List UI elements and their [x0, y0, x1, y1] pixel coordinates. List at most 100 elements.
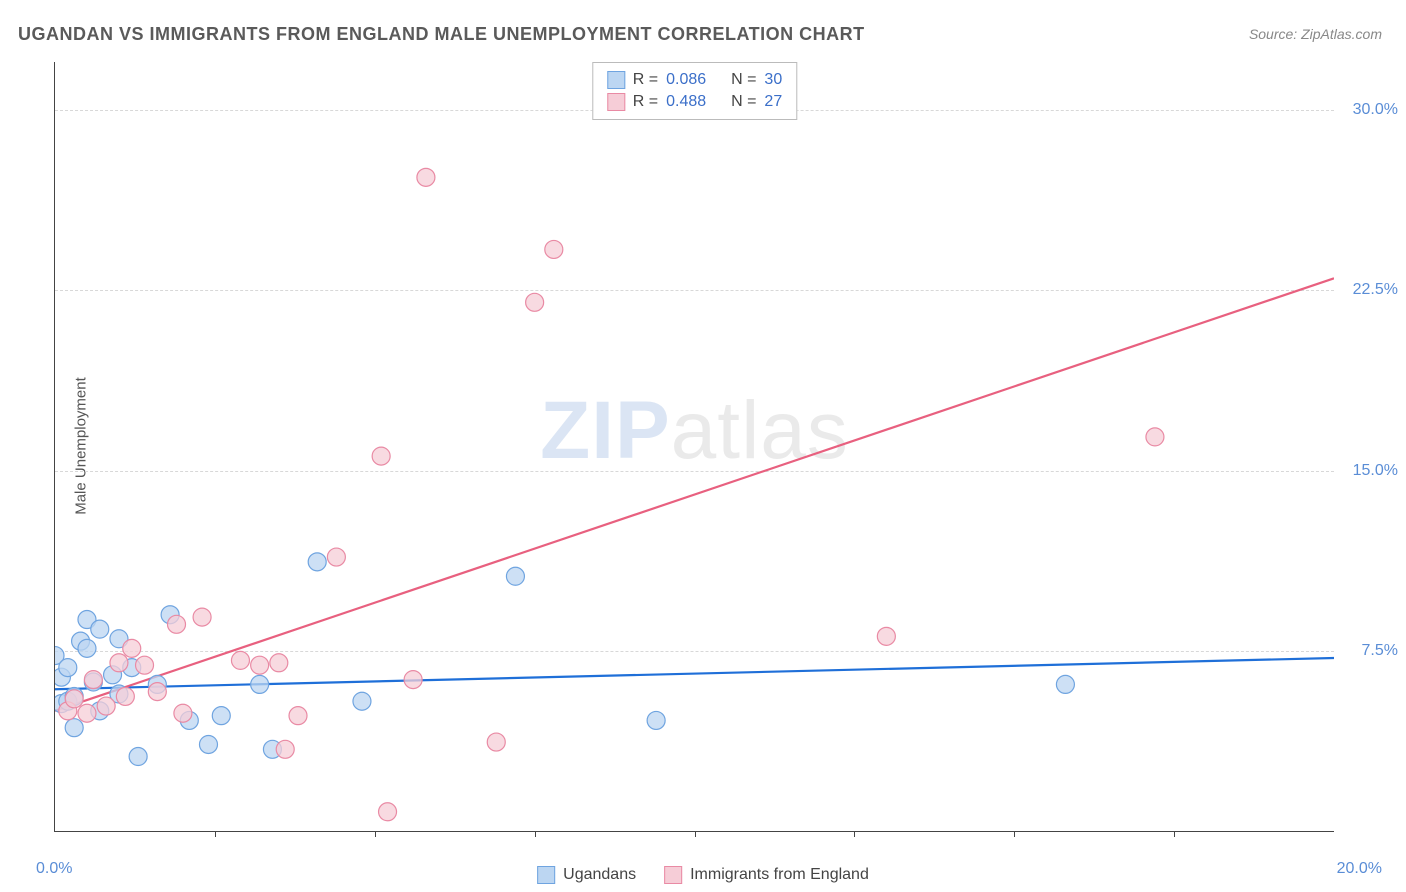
data-point: [91, 702, 109, 720]
watermark-zip: ZIP: [540, 385, 671, 476]
legend-item: Ugandans: [537, 866, 636, 884]
data-point: [65, 687, 83, 705]
legend-row: R = 0.488 N = 27: [607, 91, 782, 113]
data-point: [379, 803, 397, 821]
x-tick: [375, 831, 376, 837]
data-point: [123, 639, 141, 657]
data-point: [59, 692, 77, 710]
data-point: [526, 293, 544, 311]
r-label: R =: [633, 93, 658, 111]
data-point: [372, 447, 390, 465]
x-tick: [215, 831, 216, 837]
data-point: [78, 611, 96, 629]
legend-swatch-icon: [607, 71, 625, 89]
data-point: [59, 702, 77, 720]
data-point: [78, 704, 96, 722]
x-tick: [695, 831, 696, 837]
x-tick: [854, 831, 855, 837]
y-tick-label: 7.5%: [1362, 642, 1398, 660]
data-point: [199, 735, 217, 753]
data-point: [308, 553, 326, 571]
data-point: [91, 620, 109, 638]
n-label: N =: [731, 71, 756, 89]
data-point: [289, 707, 307, 725]
data-point: [487, 733, 505, 751]
data-point: [231, 651, 249, 669]
legend-swatch-icon: [537, 866, 555, 884]
watermark-atlas: atlas: [671, 385, 849, 476]
y-tick-label: 22.5%: [1353, 281, 1398, 299]
data-point: [1056, 675, 1074, 693]
gridline: [55, 290, 1334, 291]
chart-svg: [55, 62, 1334, 831]
data-point: [647, 711, 665, 729]
data-point: [404, 671, 422, 689]
data-point: [136, 656, 154, 674]
legend-item: Immigrants from England: [664, 866, 869, 884]
plot-area: ZIPatlas R = 0.086 N = 30 R = 0.488 N = …: [54, 62, 1334, 832]
legend-swatch-icon: [664, 866, 682, 884]
series-legend: Ugandans Immigrants from England: [537, 866, 869, 884]
data-point: [84, 673, 102, 691]
data-point: [1146, 428, 1164, 446]
data-point: [129, 748, 147, 766]
data-point: [55, 695, 70, 713]
y-tick-label: 30.0%: [1353, 101, 1398, 119]
data-point: [251, 675, 269, 693]
data-point: [148, 675, 166, 693]
data-point: [327, 548, 345, 566]
data-point: [353, 692, 371, 710]
data-point: [55, 668, 70, 686]
trend-line: [55, 658, 1334, 689]
trend-line: [55, 278, 1334, 711]
r-label: R =: [633, 71, 658, 89]
watermark: ZIPatlas: [540, 384, 849, 478]
data-point: [212, 707, 230, 725]
data-point: [417, 168, 435, 186]
data-point: [161, 606, 179, 624]
x-tick: [535, 831, 536, 837]
data-point: [97, 697, 115, 715]
data-point: [877, 627, 895, 645]
gridline: [55, 651, 1334, 652]
r-value: 0.488: [666, 93, 706, 111]
data-point: [104, 666, 122, 684]
y-tick-label: 15.0%: [1353, 462, 1398, 480]
data-point: [193, 608, 211, 626]
legend-label: Ugandans: [563, 866, 636, 883]
data-point: [123, 659, 141, 677]
data-point: [251, 656, 269, 674]
data-point: [168, 615, 186, 633]
data-point: [545, 240, 563, 258]
n-label: N =: [731, 93, 756, 111]
data-point: [506, 567, 524, 585]
x-tick: [1174, 831, 1175, 837]
data-point: [263, 740, 281, 758]
data-point: [65, 719, 83, 737]
data-point: [59, 659, 77, 677]
n-value: 27: [764, 93, 782, 111]
x-axis-max-label: 20.0%: [1337, 860, 1382, 878]
legend-swatch-icon: [607, 93, 625, 111]
legend-label: Immigrants from England: [690, 866, 869, 883]
data-point: [180, 711, 198, 729]
source-attribution: Source: ZipAtlas.com: [1249, 26, 1382, 42]
data-point: [55, 647, 64, 665]
data-point: [65, 690, 83, 708]
data-point: [174, 704, 192, 722]
data-point: [276, 740, 294, 758]
correlation-legend: R = 0.086 N = 30 R = 0.488 N = 27: [592, 62, 797, 120]
data-point: [110, 685, 128, 703]
data-point: [84, 671, 102, 689]
data-point: [110, 630, 128, 648]
data-point: [270, 654, 288, 672]
x-axis-min-label: 0.0%: [36, 860, 72, 878]
chart-title: UGANDAN VS IMMIGRANTS FROM ENGLAND MALE …: [18, 24, 865, 45]
data-point: [116, 687, 134, 705]
x-tick: [1014, 831, 1015, 837]
n-value: 30: [764, 71, 782, 89]
data-point: [148, 683, 166, 701]
data-point: [72, 632, 90, 650]
data-point: [78, 639, 96, 657]
gridline: [55, 471, 1334, 472]
